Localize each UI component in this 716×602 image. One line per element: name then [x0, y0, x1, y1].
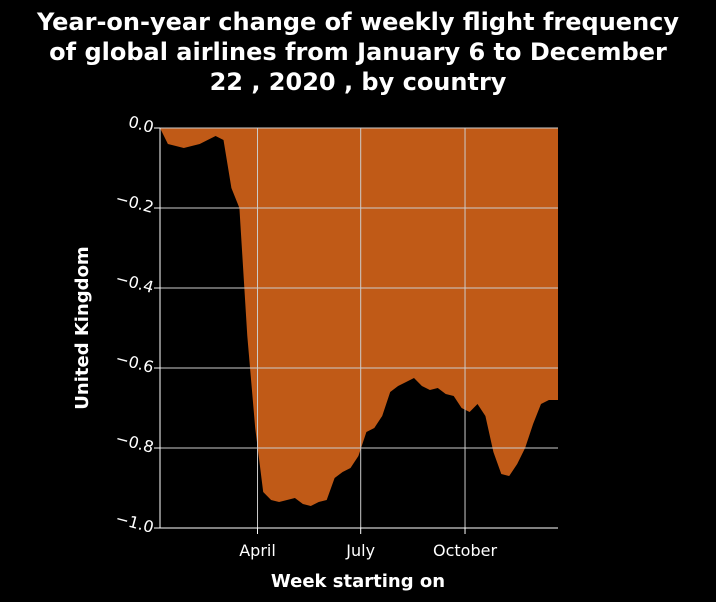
chart-title-line-3: 22 , 2020 , by country: [210, 68, 507, 96]
axes: [159, 128, 558, 529]
x-tick-label: April: [239, 541, 276, 560]
plot-area: 0.0−0.2−0.4−0.6−0.8−1.0 April July October: [113, 112, 558, 560]
chart-title-line-1: Year-on-year change of weekly flight fre…: [36, 8, 679, 36]
grid-lines: [160, 127, 558, 529]
x-axis-ticks: April July October: [239, 528, 497, 560]
x-axis-label: Week starting on: [271, 571, 445, 592]
x-tick-label: July: [345, 541, 375, 560]
y-axis-label: United Kingdom: [72, 246, 93, 409]
series-area-fill: [160, 128, 558, 506]
chart-title-line-2: of global airlines from January 6 to Dec…: [49, 38, 667, 66]
chart-title: Year-on-year change of weekly flight fre…: [36, 8, 679, 96]
x-tick-label: October: [433, 541, 497, 560]
